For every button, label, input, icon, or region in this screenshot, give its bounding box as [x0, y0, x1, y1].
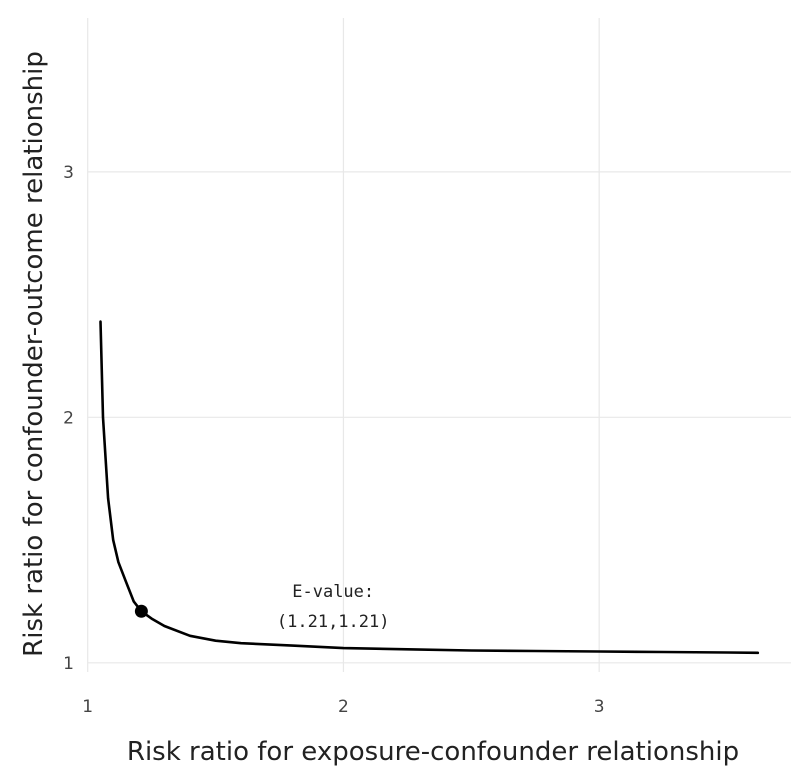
- e-value-point: [134, 604, 148, 618]
- x-tick-label: 1: [82, 697, 93, 717]
- annotation-line1: E-value:: [292, 582, 374, 602]
- x-tick-label: 2: [338, 697, 349, 717]
- annotation-line2: (1.21,1.21): [277, 612, 390, 632]
- tick-labels: 1 2 3 1 2 3: [63, 163, 604, 717]
- y-axis-title: Risk ratio for confounder-outcome relati…: [19, 51, 49, 657]
- grid-lines: [87, 18, 791, 672]
- y-tick-label: 3: [63, 163, 74, 183]
- series-line: [99, 320, 760, 655]
- curve-layer: [99, 320, 760, 655]
- y-tick-label: 1: [63, 654, 74, 674]
- x-axis-title: Risk ratio for exposure-confounder relat…: [127, 737, 739, 767]
- x-tick-label: 3: [594, 697, 605, 717]
- y-tick-label: 2: [63, 408, 74, 428]
